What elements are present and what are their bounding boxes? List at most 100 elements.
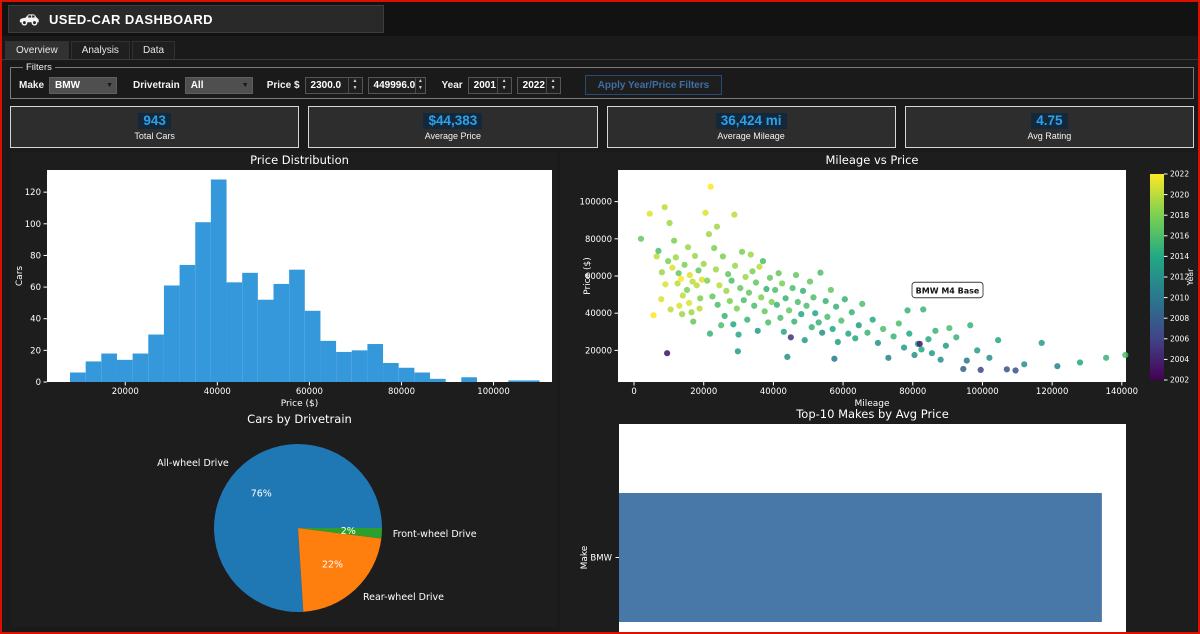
svg-text:2020: 2020 (1170, 190, 1189, 199)
svg-text:Mileage vs Price: Mileage vs Price (826, 153, 919, 167)
svg-text:20: 20 (30, 346, 41, 356)
svg-text:60000: 60000 (296, 387, 323, 397)
svg-text:40: 40 (30, 315, 41, 325)
left-figure: 20000 40000 60000 80000 100000 0 20 40 60 80 100 12… (10, 152, 558, 627)
make-dropdown[interactable]: BMW ▼ (49, 76, 118, 94)
svg-text:Price Distribution: Price Distribution (250, 153, 349, 167)
arrow-down-icon[interactable]: ▼ (352, 85, 358, 92)
price-label: Price $ (266, 79, 300, 91)
svg-text:2016: 2016 (1170, 232, 1189, 241)
filters-panel: Filters Make BMW ▼ Drivetrain All ▼ Pric… (10, 62, 1194, 99)
year-min-stepper[interactable]: 2001 ▲ ▼ (467, 76, 512, 94)
svg-text:20000: 20000 (690, 387, 717, 397)
tab-data[interactable]: Data (131, 41, 176, 60)
price-max-stepper[interactable]: 449996.0 ▲ ▼ (367, 76, 426, 94)
make-dropdown-value: BMW (55, 79, 81, 91)
svg-text:60: 60 (30, 283, 41, 293)
kpi-average-price: $44,383 Average Price (308, 106, 598, 148)
svg-text:0: 0 (631, 387, 636, 397)
tab-overview[interactable]: Overview (5, 41, 69, 60)
arrow-up-icon[interactable]: ▲ (352, 77, 358, 84)
svg-text:2012: 2012 (1170, 273, 1189, 282)
svg-text:0: 0 (36, 378, 41, 388)
chevron-down-icon: ▼ (106, 81, 114, 89)
svg-text:120000: 120000 (1036, 387, 1068, 397)
svg-text:2018: 2018 (1170, 211, 1189, 220)
year-label: Year (441, 79, 463, 91)
svg-text:60000: 60000 (585, 272, 612, 282)
svg-text:BMW M4 Base: BMW M4 Base (916, 287, 980, 296)
svg-text:2022: 2022 (1170, 170, 1189, 179)
apply-filters-button[interactable]: Apply Year/Price Filters (584, 75, 723, 95)
arrow-up-icon[interactable]: ▲ (501, 77, 507, 84)
svg-text:2002: 2002 (1170, 376, 1189, 385)
svg-text:2008: 2008 (1170, 314, 1189, 323)
svg-text:2010: 2010 (1170, 293, 1189, 302)
arrow-up-icon[interactable]: ▲ (417, 77, 423, 84)
svg-text:20000: 20000 (112, 387, 139, 397)
svg-text:2004: 2004 (1170, 355, 1189, 364)
stepper-arrows[interactable]: ▲ ▼ (496, 77, 511, 93)
stepper-arrows[interactable]: ▲ ▼ (347, 77, 362, 93)
stepper-arrows[interactable]: ▲ ▼ (415, 77, 424, 93)
car-icon (18, 13, 40, 26)
year-max-stepper[interactable]: 2022 ▲ ▼ (516, 76, 561, 94)
make-label: Make (19, 79, 45, 91)
arrow-down-icon[interactable]: ▼ (550, 85, 556, 92)
kpi-value: 36,424 mi (715, 113, 787, 129)
svg-text:All-wheel Drive: All-wheel Drive (157, 458, 229, 469)
svg-text:40000: 40000 (760, 387, 787, 397)
right-figure: 0 20000 40000 60000 80000 100000 120000 140000 2… (560, 152, 1197, 634)
svg-text:22%: 22% (322, 560, 343, 571)
year-max-value: 2022 (522, 79, 545, 91)
mileage-vs-price-and-top-makes-charts[interactable]: 0 20000 40000 60000 80000 100000 120000 140000 2… (560, 152, 1197, 634)
svg-text:100000: 100000 (580, 198, 612, 208)
svg-text:Top-10 Makes by Avg Price: Top-10 Makes by Avg Price (795, 407, 949, 421)
drivetrain-dropdown-value: All (190, 79, 204, 91)
kpi-label: Average Mileage (717, 131, 785, 141)
arrow-down-icon[interactable]: ▼ (501, 85, 507, 92)
svg-text:100: 100 (25, 220, 41, 230)
tab-bar: Overview Analysis Data (5, 41, 176, 60)
svg-text:BMW: BMW (590, 554, 612, 564)
kpi-avg-rating: 4.75 Avg Rating (904, 106, 1194, 148)
arrow-up-icon[interactable]: ▲ (550, 77, 556, 84)
year-min-value: 2001 (473, 79, 496, 91)
drivetrain-label: Drivetrain (133, 79, 180, 91)
tab-separator (2, 59, 1198, 60)
scatter-tooltip: BMW M4 Base (911, 281, 984, 299)
svg-text:80000: 80000 (899, 387, 926, 397)
kpi-total-cars: 943 Total Cars (10, 106, 300, 148)
drivetrain-dropdown[interactable]: All ▼ (184, 76, 253, 94)
svg-text:2%: 2% (341, 526, 356, 537)
svg-text:Rear-wheel Drive: Rear-wheel Drive (363, 592, 444, 603)
tab-analysis[interactable]: Analysis (70, 41, 130, 60)
price-min-stepper[interactable]: 2300.0 ▲ ▼ (304, 76, 363, 94)
kpi-label: Average Price (424, 131, 482, 141)
kpi-value: 4.75 (1031, 113, 1068, 129)
svg-text:Cars by Drivetrain: Cars by Drivetrain (247, 412, 352, 426)
svg-text:80000: 80000 (388, 387, 415, 397)
svg-text:20000: 20000 (585, 346, 612, 356)
svg-text:Make: Make (580, 545, 590, 569)
arrow-down-icon[interactable]: ▼ (417, 85, 423, 92)
kpi-label: Total Cars (134, 131, 175, 141)
svg-text:40000: 40000 (585, 309, 612, 319)
svg-text:40000: 40000 (204, 387, 231, 397)
stepper-arrows[interactable]: ▲ ▼ (545, 77, 560, 93)
svg-text:120: 120 (25, 188, 41, 198)
svg-text:Mileage: Mileage (854, 399, 890, 409)
app-title-box: USED-CAR DASHBOARD (8, 5, 384, 33)
kpi-row: 943 Total Cars $44,383 Average Price 36,… (10, 106, 1194, 148)
svg-text:140000: 140000 (1106, 387, 1138, 397)
svg-text:100000: 100000 (477, 387, 509, 397)
price-max-value: 449996.0 (373, 79, 416, 91)
price-distribution-and-drivetrain-charts: 20000 40000 60000 80000 100000 0 20 40 60 80 100 12… (15, 153, 552, 612)
chevron-down-icon: ▼ (241, 81, 249, 89)
svg-text:2006: 2006 (1170, 335, 1189, 344)
svg-text:2014: 2014 (1170, 252, 1189, 261)
svg-text:Year: Year (1186, 268, 1195, 287)
svg-text:100000: 100000 (966, 387, 998, 397)
price-min-value: 2300.0 (310, 79, 342, 91)
